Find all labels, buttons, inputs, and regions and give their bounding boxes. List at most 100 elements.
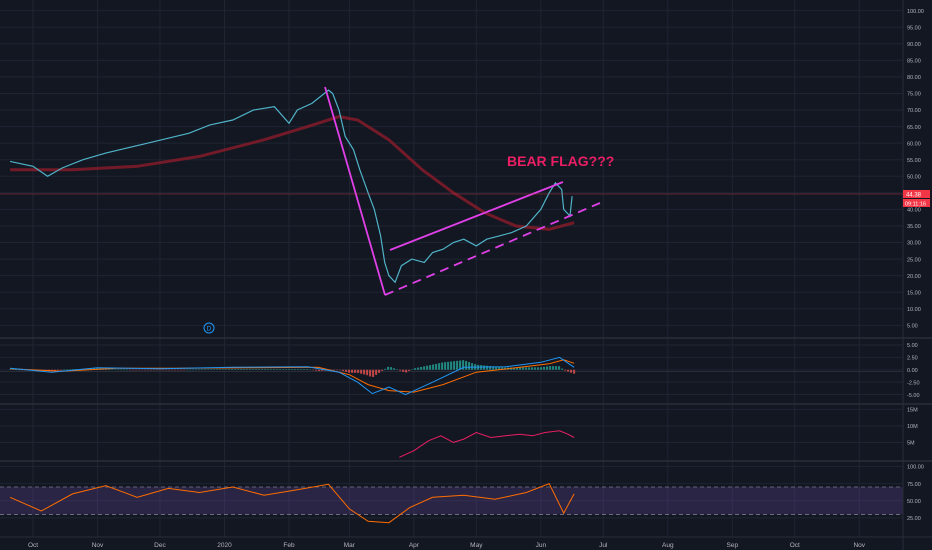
macd-histogram-bar [534, 367, 537, 370]
macd-histogram-bar [423, 366, 426, 370]
price-scale-label: 40.00 [907, 208, 921, 214]
macd-histogram-bar [465, 360, 468, 370]
price-scale[interactable]: 100.00 95.00 90.00 85.00 80.00 75.00 70.00 65.0… [907, 9, 924, 522]
macd-histogram-bar [132, 369, 135, 371]
time-axis-label: Dec [154, 542, 166, 549]
macd-histogram-bar [276, 369, 279, 370]
macd-histogram-bar [426, 365, 429, 370]
time-axis-label: Oct [790, 542, 800, 549]
macd-histogram-bar [483, 365, 486, 370]
macd-histogram-bar [471, 363, 474, 370]
rsi-scale-label: 75.00 [907, 482, 921, 488]
macd-histogram-bar [525, 367, 528, 370]
macd-histogram-bar [153, 369, 156, 371]
macd-histogram-bar [249, 369, 252, 370]
price-scale-label: 65.00 [907, 125, 921, 131]
macd-histogram-bar [252, 369, 255, 370]
macd-histogram-bar [375, 369, 378, 375]
macd-histogram-bar [345, 369, 348, 372]
flag-upper-trendline[interactable] [389, 181, 564, 251]
macd-histogram-bar [171, 369, 174, 371]
macd-histogram-bar [237, 369, 240, 370]
macd-histogram-bar [285, 369, 288, 370]
rsi-scale-label: 100.00 [907, 465, 924, 471]
macd-histogram-bar [147, 369, 150, 371]
macd-histogram-bar [384, 368, 387, 370]
macd-histogram-bar [339, 369, 342, 371]
macd-histogram-bar [288, 369, 291, 370]
volume-panel[interactable] [399, 430, 575, 458]
macd-histogram-bar [120, 369, 123, 371]
event-marker[interactable]: D [203, 322, 215, 334]
price-scale-label: 100.00 [907, 9, 924, 15]
macd-histogram-bar [555, 366, 558, 370]
flag-pole-trendline[interactable] [324, 86, 386, 296]
macd-histogram-bar [357, 369, 360, 373]
flag-lower-trendline[interactable] [384, 202, 601, 296]
macd-histogram-bar [15, 369, 18, 371]
macd-histogram-bar [273, 369, 276, 370]
macd-histogram-bar [66, 369, 69, 371]
macd-histogram-bar [180, 369, 183, 371]
macd-histogram-bar [294, 369, 297, 370]
rsi-panel[interactable] [0, 482, 903, 524]
macd-histogram-bar [546, 366, 549, 370]
price-scale-label: 80.00 [907, 75, 921, 81]
macd-histogram-bar [54, 369, 57, 371]
macd-histogram-bar [408, 369, 411, 371]
macd-histogram-bar [159, 369, 162, 371]
macd-histogram-bar [72, 369, 75, 370]
macd-panel[interactable] [0, 356, 903, 396]
price-scale-label: 20.00 [907, 274, 921, 280]
macd-histogram-bar [210, 369, 213, 370]
macd-histogram-bar [216, 369, 219, 370]
macd-histogram-bar [363, 369, 366, 375]
macd-histogram-bar [321, 369, 324, 371]
price-scale-label: 85.00 [907, 59, 921, 65]
macd-histogram-bar [195, 369, 198, 371]
macd-histogram-bar [492, 366, 495, 370]
macd-histogram-bar [174, 369, 177, 371]
macd-histogram-bar [201, 369, 204, 371]
macd-histogram-bar [150, 369, 153, 371]
price-scale-label: 5.00 [907, 324, 918, 330]
macd-histogram-bar [441, 362, 444, 370]
time-axis-label: Feb [283, 542, 295, 549]
macd-histogram-bar [63, 369, 66, 371]
macd-scale-label: 2.50 [907, 356, 918, 362]
macd-histogram-bar [297, 369, 300, 370]
macd-histogram-bar [387, 366, 390, 370]
macd-histogram-bar [18, 369, 21, 371]
macd-histogram-bar [513, 367, 516, 370]
price-scale-label: 15.00 [907, 290, 921, 296]
macd-histogram-bar [111, 369, 114, 370]
macd-histogram-bar [57, 369, 60, 371]
bear-flag-annotation[interactable]: BEAR FLAG??? [507, 153, 614, 169]
price-panel[interactable]: BEAR FLAG??? D [0, 86, 903, 334]
macd-histogram-bar [549, 366, 552, 370]
macd-histogram-bar [204, 369, 207, 371]
macd-histogram-bar [417, 367, 420, 370]
macd-histogram-bar [213, 369, 216, 370]
macd-histogram-bar [300, 369, 303, 370]
price-scale-label: 10.00 [907, 307, 921, 313]
macd-line [10, 356, 575, 396]
macd-histogram-bar [222, 369, 225, 370]
macd-histogram-bar [486, 365, 489, 370]
time-axis-label: Aug [662, 542, 674, 549]
rsi-line [9, 482, 575, 524]
time-axis[interactable]: Oct Nov Dec 2020 Feb Mar Apr May Jun Jul Aug Sep Oct… [28, 542, 866, 549]
macd-histogram-bar [156, 369, 159, 371]
macd-histogram-bar [309, 369, 312, 371]
macd-histogram-bar [411, 369, 414, 370]
macd-histogram-bar [198, 369, 201, 371]
price-line [9, 89, 573, 284]
time-axis-label: May [470, 542, 483, 549]
macd-histogram-bar [453, 361, 456, 370]
macd-histogram-bar [129, 369, 132, 371]
time-axis-label: Oct [28, 542, 38, 549]
macd-histogram-bar [567, 369, 570, 372]
macd-histogram-bar [165, 369, 168, 371]
macd-histogram-bar [60, 369, 63, 371]
